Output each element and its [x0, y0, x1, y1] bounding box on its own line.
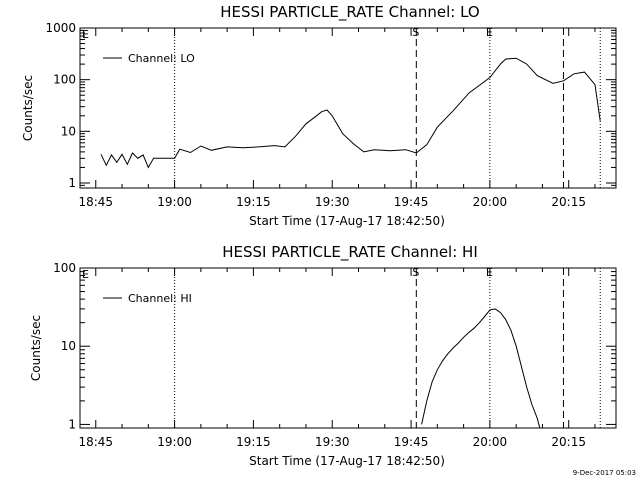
top-y-axis-label: Counts/sec	[21, 75, 35, 141]
x-tick-label: 20:15	[551, 195, 586, 209]
top-plot-frame	[79, 27, 617, 189]
top-x-axis-label: Start Time (17-Aug-17 18:42:50)	[249, 214, 445, 228]
y-tick-label: 1000	[45, 21, 76, 35]
bottom-plot-frame	[79, 267, 617, 429]
bottom-y-axis-label: Counts/sec	[29, 315, 43, 381]
x-tick-label: 18:45	[78, 435, 113, 449]
bottom-chart-title: HESSI PARTICLE_RATE Channel: HI	[222, 243, 478, 262]
x-tick-label: 19:15	[236, 435, 271, 449]
x-tick-label: 20:15	[551, 435, 586, 449]
generation-timestamp: 9-Dec-2017 05:03	[573, 469, 636, 477]
x-tick-label: 20:00	[473, 435, 508, 449]
x-tick-label: 19:30	[315, 435, 350, 449]
top-panel: HESSI PARTICLE_RATE Channel: LO Counts/s…	[21, 3, 617, 228]
x-tick-label: 19:00	[157, 195, 192, 209]
x-tick-label: 19:00	[157, 435, 192, 449]
series-line	[100, 57, 601, 169]
x-tick-label: 20:00	[473, 195, 508, 209]
y-tick-label: 100	[53, 73, 76, 87]
top-chart-title: HESSI PARTICLE_RATE Channel: LO	[220, 3, 479, 22]
event-marker-label: E	[486, 266, 493, 279]
bottom-x-axis-label: Start Time (17-Aug-17 18:42:50)	[249, 454, 445, 468]
event-marker-label: E	[486, 26, 493, 39]
y-tick-label: 1	[68, 417, 76, 431]
bottom-panel: HESSI PARTICLE_RATE Channel: HI Counts/s…	[29, 243, 617, 468]
x-tick-label: 19:30	[315, 195, 350, 209]
series-line	[421, 308, 541, 429]
y-tick-label: 100	[53, 261, 76, 275]
y-tick-label: 10	[61, 124, 76, 138]
bottom-legend-label: Channel: HI	[128, 292, 192, 305]
top-corner-label: E	[82, 28, 89, 41]
top-legend-label: Channel: LO	[128, 52, 195, 65]
x-tick-label: 19:45	[394, 435, 429, 449]
y-tick-label: 10	[61, 339, 76, 353]
bottom-corner-label: E	[82, 268, 89, 281]
x-tick-label: 19:45	[394, 195, 429, 209]
event-marker-label: S	[412, 26, 419, 39]
event-marker-label: S	[412, 266, 419, 279]
y-tick-label: 1	[68, 176, 76, 190]
x-tick-label: 18:45	[78, 195, 113, 209]
x-tick-label: 19:15	[236, 195, 271, 209]
